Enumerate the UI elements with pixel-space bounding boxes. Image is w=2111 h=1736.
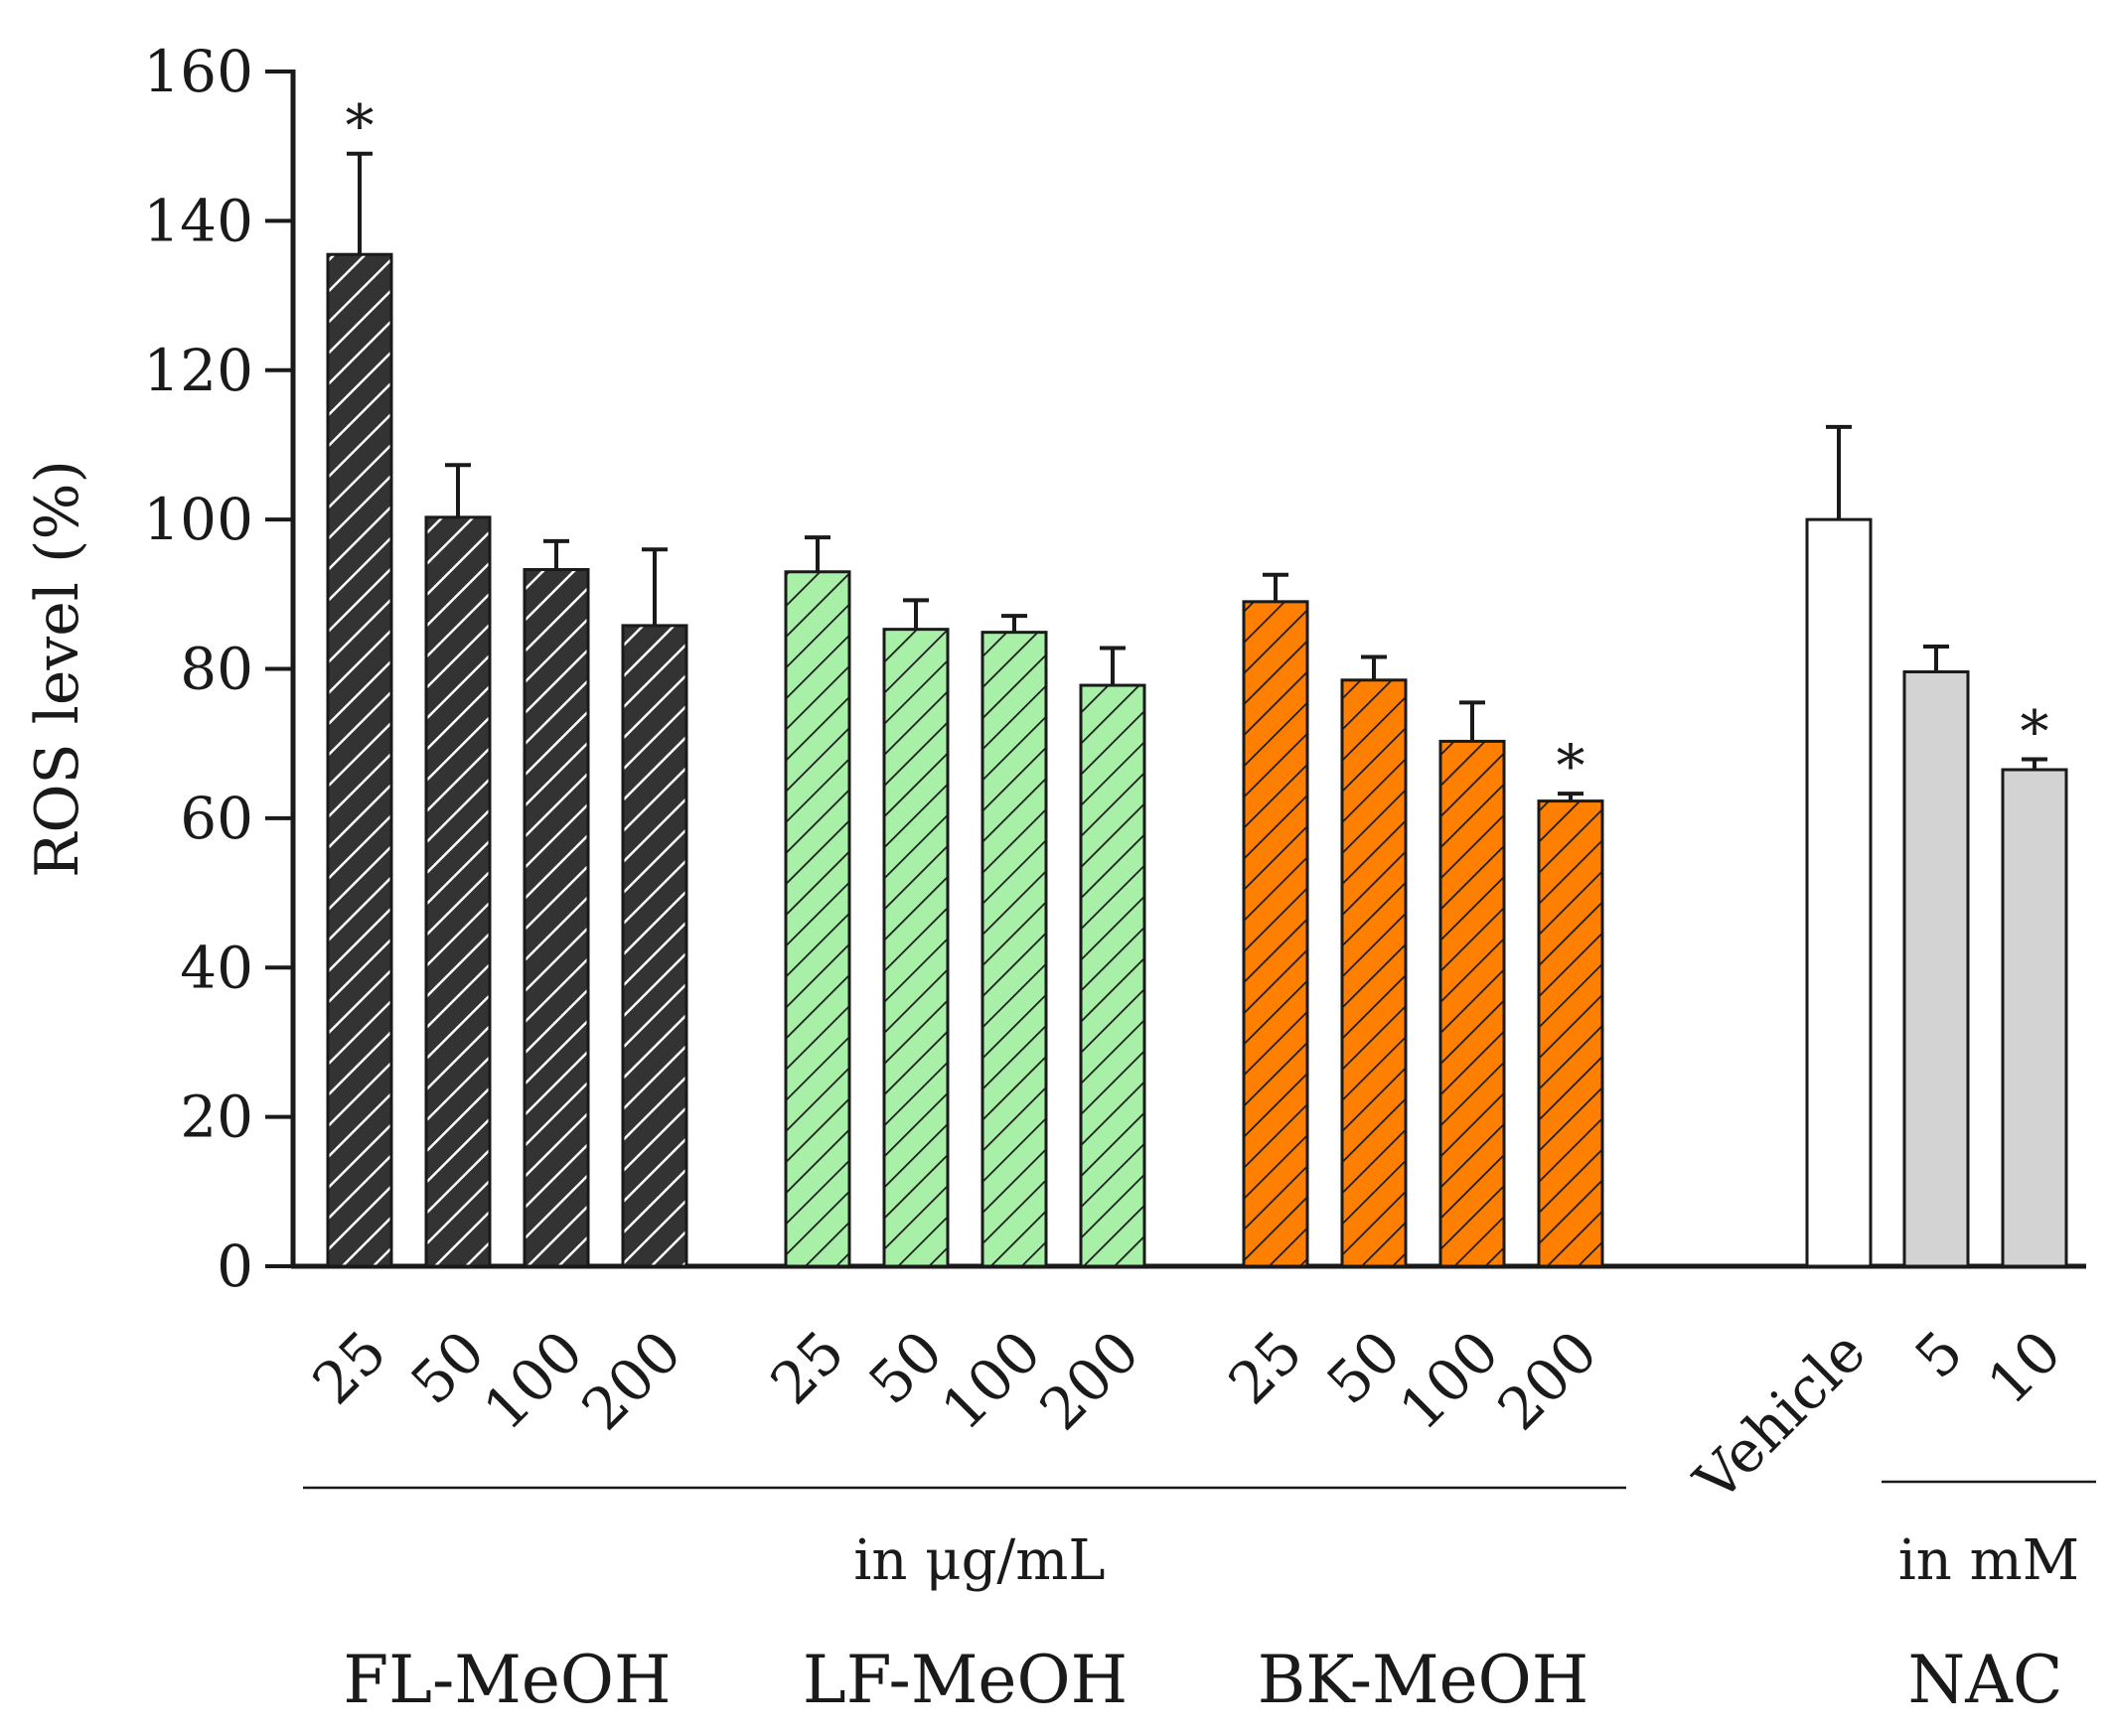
- bar-fill: [1807, 519, 1871, 1266]
- y-tick-label: 40: [180, 934, 253, 1001]
- bar-fill: [2003, 770, 2066, 1266]
- x-tick-label: 25: [758, 1318, 857, 1417]
- bar-hatch: [525, 569, 588, 1266]
- bar-hatch: [884, 629, 948, 1266]
- x-tick-label: 25: [300, 1318, 399, 1417]
- x-tick-label: 10: [1975, 1318, 2074, 1417]
- y-tick-label: 140: [143, 187, 253, 254]
- y-tick-label: 80: [180, 636, 253, 703]
- x-tick-label: 100: [929, 1318, 1054, 1443]
- bar-hatch: [328, 254, 391, 1267]
- group-label: FL-MeOH: [343, 1642, 671, 1718]
- bar-fill: [1904, 671, 1968, 1266]
- x-tick-label: 5: [1902, 1318, 1976, 1391]
- y-tick-label: 60: [180, 785, 253, 852]
- x-tick-label: 200: [569, 1318, 694, 1443]
- significance-marker: *: [346, 92, 375, 160]
- bar-hatch: [426, 516, 490, 1266]
- bar-hatch: [1081, 685, 1144, 1266]
- significance-marker: *: [2021, 697, 2049, 765]
- group-label: BK-MeOH: [1258, 1642, 1589, 1718]
- bar-hatch: [1342, 679, 1406, 1266]
- x-tick-label: 100: [1387, 1318, 1512, 1443]
- bar-hatch: [1440, 741, 1504, 1266]
- y-axis-title: ROS level (%): [23, 460, 92, 878]
- group-label: LF-MeOH: [803, 1642, 1128, 1718]
- unit-label-ugml: in μg/mL: [853, 1528, 1105, 1593]
- x-tick-label: 100: [471, 1318, 596, 1443]
- y-tick-label: 0: [217, 1232, 253, 1300]
- bar-hatch: [1539, 800, 1602, 1266]
- y-tick-label: 100: [143, 486, 253, 553]
- bar-hatch: [623, 625, 686, 1266]
- y-tick-label: 160: [143, 38, 253, 105]
- bar-hatch: [982, 632, 1046, 1266]
- y-tick-label: 120: [143, 337, 253, 404]
- x-tick-label: Vehicle: [1681, 1318, 1879, 1516]
- significance-marker: *: [1557, 732, 1585, 799]
- x-tick-label: 200: [1485, 1318, 1610, 1443]
- y-tick-label: 20: [180, 1084, 253, 1151]
- x-tick-label: 200: [1027, 1318, 1152, 1443]
- unit-label-mm: in mM: [1898, 1528, 2079, 1593]
- group-label: NAC: [1908, 1642, 2063, 1718]
- bar-hatch: [1244, 601, 1307, 1266]
- x-tick-label: 25: [1216, 1318, 1315, 1417]
- bar-hatch: [786, 571, 849, 1266]
